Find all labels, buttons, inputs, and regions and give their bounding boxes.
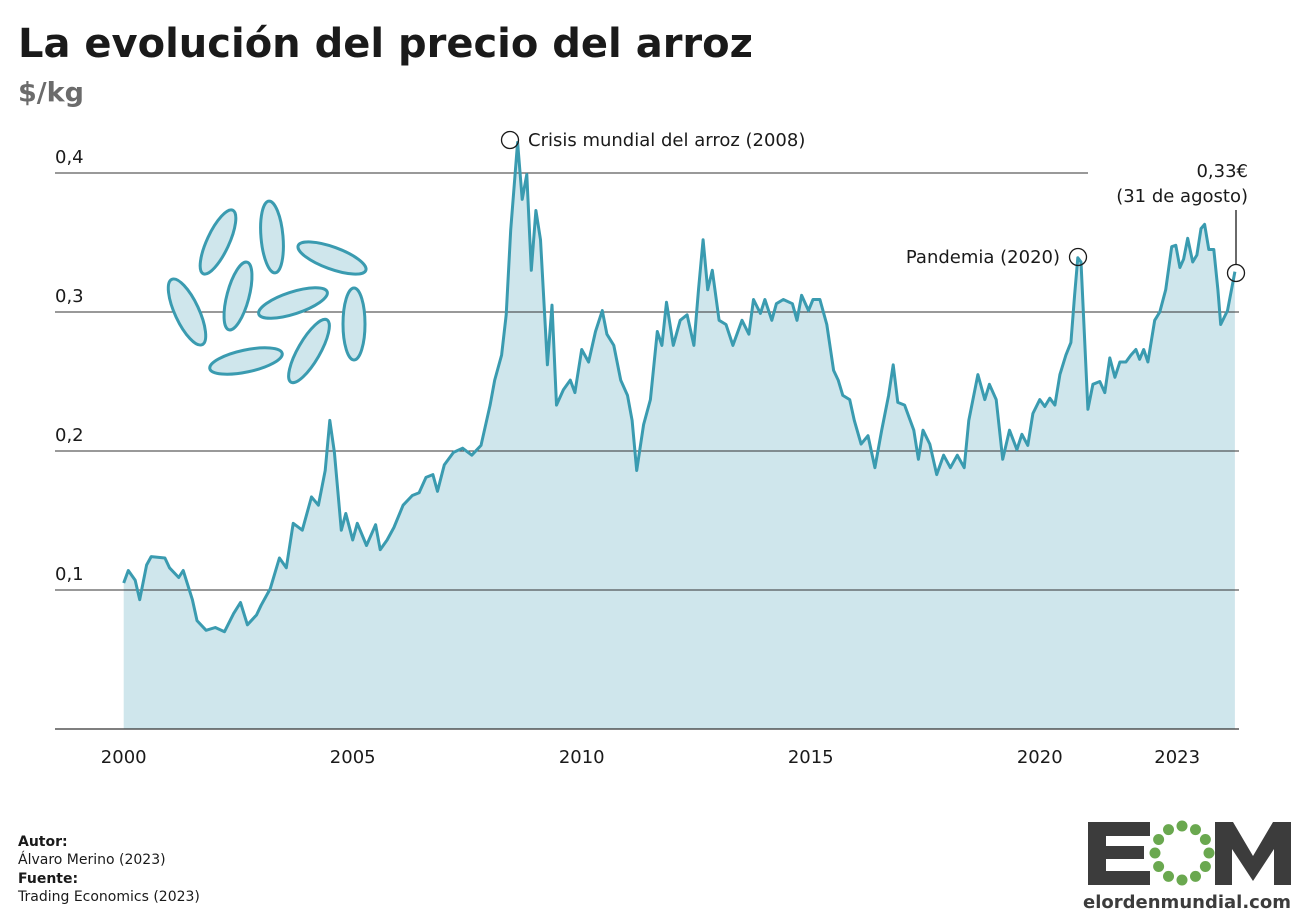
- logo-dot: [1176, 874, 1188, 886]
- source-label: Fuente:: [18, 871, 78, 887]
- annotations: Crisis mundial del arroz (2008) Pandemia…: [500, 130, 1248, 283]
- annotation-marker: [500, 130, 520, 150]
- annotation-marker: [1068, 247, 1088, 267]
- annotation: 0,33€: [1196, 161, 1248, 182]
- rice-grain: [341, 286, 367, 362]
- y-tick-label: 0,3: [55, 286, 84, 307]
- logo-dot: [1163, 824, 1174, 836]
- logo-dot: [1153, 861, 1165, 872]
- x-tick-label: 2010: [559, 747, 605, 768]
- logo-letter: [1215, 822, 1291, 885]
- chart-subtitle: $/kg: [18, 78, 84, 109]
- annotation: Crisis mundial del arroz (2008): [528, 130, 805, 151]
- plot: 0,1 0,2 0,3 0,4 2000 2005 2010 2015 2020 2023: [55, 140, 1239, 768]
- annotation-marker: [1226, 263, 1246, 283]
- logo-dot: [1163, 870, 1174, 882]
- logo-dot: [1190, 824, 1201, 836]
- annotation: (31 de agosto): [1116, 186, 1248, 207]
- source: Trading Economics (2023): [17, 889, 200, 905]
- logo-dot: [1190, 870, 1201, 882]
- y-tick-label: 0,1: [55, 564, 84, 585]
- x-tick-label: 2020: [1017, 747, 1063, 768]
- logo-site: elordenmundial.com: [1083, 892, 1291, 913]
- logo-dot: [1153, 834, 1165, 845]
- x-tick-label: 2000: [101, 747, 147, 768]
- logo-ring: [1149, 820, 1215, 886]
- logo-dot: [1199, 834, 1211, 845]
- rice-illustration: [166, 199, 368, 385]
- footer: Autor: Álvaro Merino (2023) Fuente: Trad…: [17, 834, 200, 905]
- rice-grain: [257, 286, 329, 320]
- rice-grain: [166, 277, 208, 347]
- x-tick-label: 2015: [788, 747, 834, 768]
- author-label: Autor:: [18, 834, 68, 850]
- chart-title: La evolución del precio del arroz: [18, 21, 753, 67]
- author: Álvaro Merino (2023): [18, 851, 166, 868]
- area: [123, 142, 1235, 729]
- line: [122, 140, 1237, 634]
- rice-grain: [296, 240, 368, 276]
- logo-letter: [1088, 822, 1150, 885]
- rice-grain: [222, 260, 254, 332]
- y-tick-label: 0,4: [55, 147, 84, 168]
- y-tick-label: 0,2: [55, 425, 84, 446]
- logo-dot: [1176, 820, 1188, 832]
- rice-grain: [208, 346, 284, 376]
- x-tick-label: 2005: [330, 747, 376, 768]
- logo-dot: [1203, 847, 1215, 859]
- rice-grain: [198, 208, 238, 276]
- logo-dot: [1199, 861, 1211, 872]
- logo-dot: [1149, 847, 1161, 859]
- rice-grain: [259, 199, 285, 275]
- logo: elordenmundial.com: [1083, 820, 1291, 913]
- x-tick-label: 2023: [1154, 747, 1200, 768]
- annotation: Pandemia (2020): [906, 247, 1060, 268]
- rice-grain: [287, 317, 331, 385]
